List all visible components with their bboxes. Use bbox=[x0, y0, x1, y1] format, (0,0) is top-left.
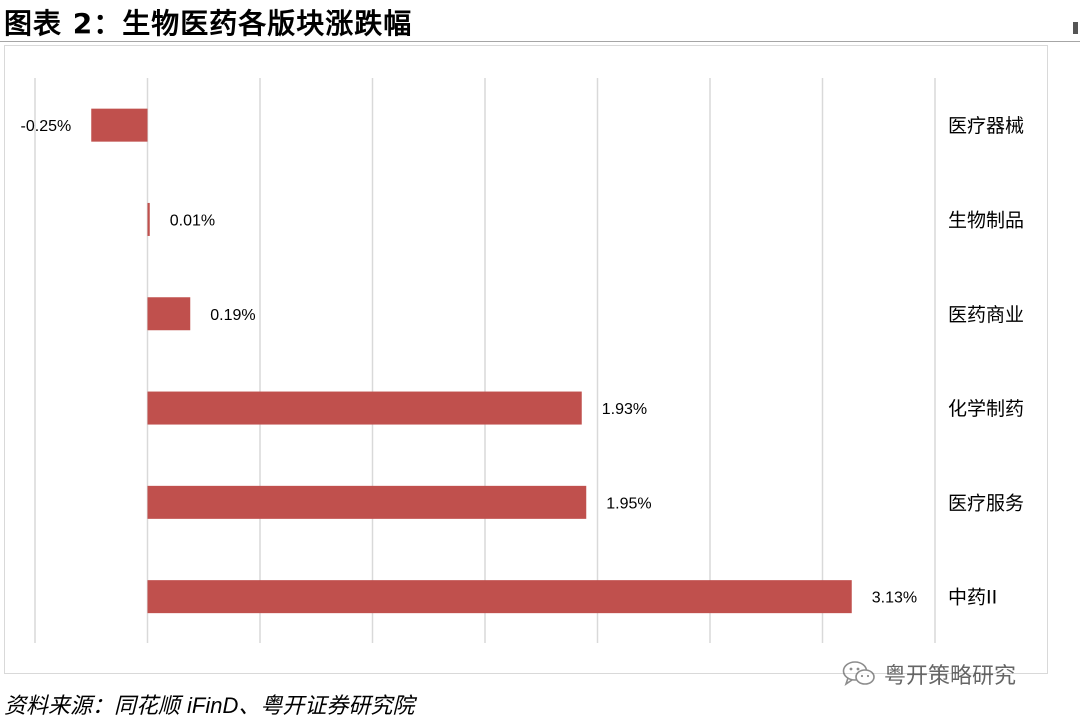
bar bbox=[147, 485, 587, 519]
category-label: 中药II bbox=[948, 587, 997, 609]
chart-title: 图表 2：生物医药各版块涨跌幅 bbox=[4, 7, 413, 40]
bar bbox=[147, 580, 852, 614]
data-label: 1.95% bbox=[606, 495, 651, 512]
source-suffix: 、粤开证券研究院 bbox=[238, 694, 415, 719]
chart-frame bbox=[4, 45, 1048, 674]
bar bbox=[91, 108, 148, 142]
data-label: 0.01% bbox=[170, 212, 215, 229]
category-label: 生物制品 bbox=[948, 209, 1024, 231]
category-label: 化学制药 bbox=[948, 398, 1024, 420]
category-label: 医药商业 bbox=[948, 304, 1024, 326]
watermark: 粤开策略研究 bbox=[842, 658, 1016, 690]
data-label: 3.13% bbox=[872, 590, 917, 607]
data-label: 1.93% bbox=[602, 401, 647, 418]
corner-mark bbox=[1073, 22, 1078, 34]
data-label: 0.19% bbox=[210, 307, 255, 324]
title-divider bbox=[0, 41, 1080, 42]
source-note: 资料来源：同花顺 iFinD、粤开证券研究院 bbox=[4, 688, 414, 720]
category-label: 医疗服务 bbox=[948, 492, 1024, 514]
wechat-icon bbox=[842, 661, 875, 686]
bar bbox=[147, 391, 582, 425]
bar bbox=[147, 202, 150, 236]
category-label: 医疗器械 bbox=[948, 115, 1024, 137]
bar bbox=[147, 297, 191, 331]
source-prefix: 资料来源：同花顺 bbox=[4, 694, 187, 719]
data-label: -0.25% bbox=[21, 118, 72, 135]
watermark-text: 粤开策略研究 bbox=[884, 664, 1017, 689]
source-product: iFinD bbox=[187, 693, 239, 718]
